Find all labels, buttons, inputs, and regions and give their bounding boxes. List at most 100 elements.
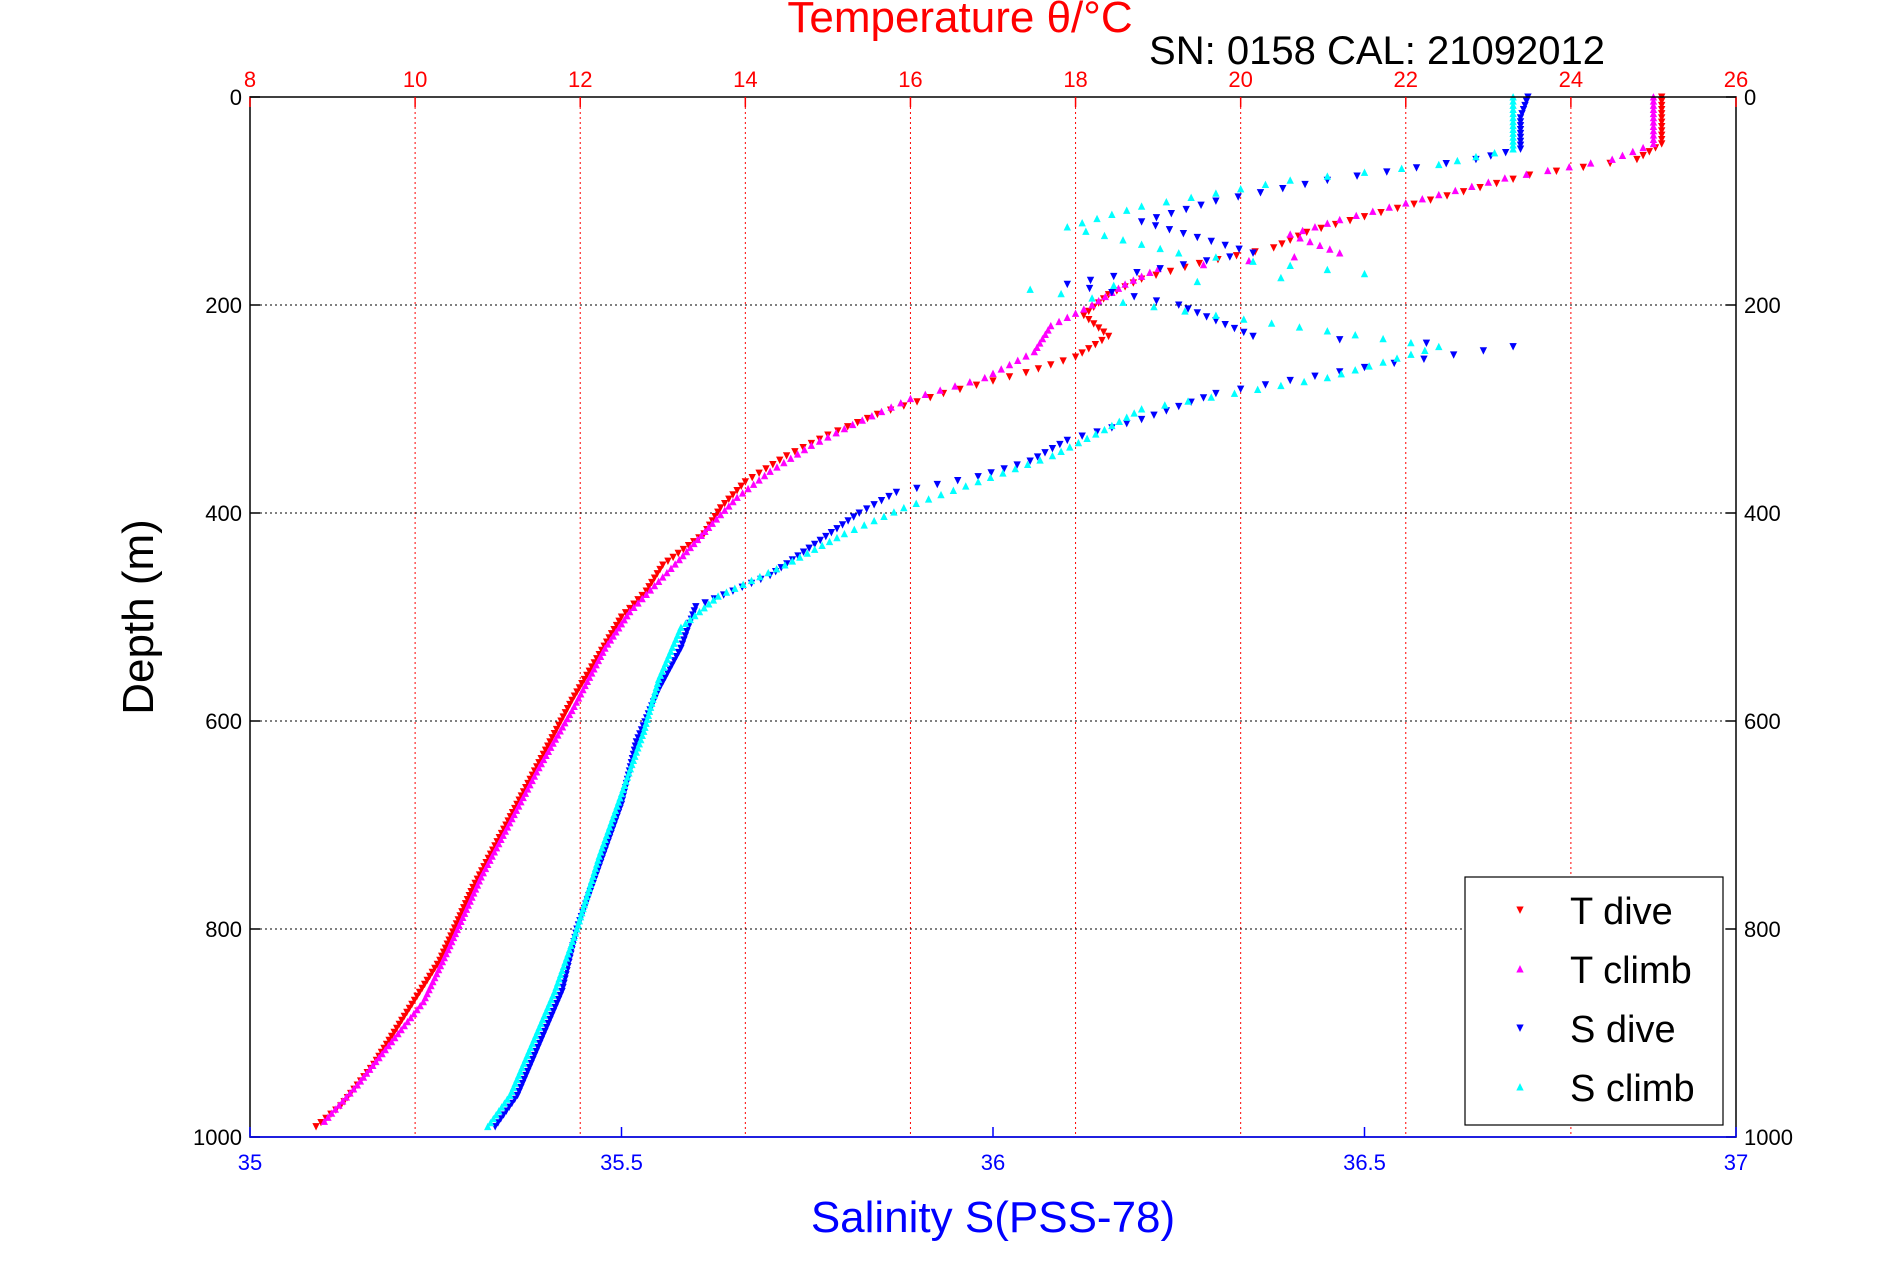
data-point	[981, 373, 989, 382]
data-point	[1162, 197, 1171, 206]
data-point	[544, 742, 552, 750]
chart-subtitle: SN: 0158 CAL: 21092012	[1149, 29, 1605, 73]
data-point	[974, 477, 982, 486]
data-point	[1110, 272, 1118, 281]
data-point	[1193, 309, 1202, 317]
data-point	[1353, 172, 1361, 180]
data-point	[503, 1095, 511, 1103]
legend-marker	[1516, 906, 1524, 914]
data-point	[1658, 114, 1666, 122]
data-point	[1036, 339, 1044, 347]
data-point	[1658, 127, 1666, 135]
data-point	[738, 489, 747, 497]
data-point	[840, 424, 849, 433]
data-point	[555, 721, 563, 730]
data-point	[1091, 341, 1100, 349]
data-point	[679, 545, 688, 554]
data-point	[683, 628, 691, 636]
data-point	[1484, 178, 1493, 186]
data-point	[513, 1091, 522, 1100]
data-point	[645, 583, 653, 591]
data-point	[1516, 126, 1525, 134]
data-point	[1501, 174, 1509, 182]
data-point	[833, 533, 841, 542]
data-point	[615, 617, 623, 626]
tick-label-right: 200	[1744, 293, 1781, 318]
data-point	[617, 613, 626, 621]
data-point	[1212, 311, 1220, 319]
data-point	[1501, 148, 1510, 157]
legend: T dive T climb S dive S climb	[1464, 876, 1724, 1126]
data-point	[565, 710, 574, 719]
data-point	[966, 378, 974, 386]
data-point	[887, 403, 895, 411]
data-point	[338, 1097, 347, 1105]
data-point	[721, 499, 729, 508]
data-point	[1014, 356, 1022, 364]
data-point	[1130, 293, 1138, 301]
data-point	[850, 525, 858, 533]
data-point	[686, 615, 694, 624]
data-point	[524, 1067, 532, 1076]
data-point	[1245, 256, 1253, 265]
data-point	[755, 476, 763, 484]
tick-label-bottom: 36.5	[1343, 1150, 1386, 1175]
data-point	[1066, 443, 1074, 451]
data-point	[986, 473, 995, 481]
data-point	[1022, 369, 1030, 377]
data-point	[693, 535, 702, 544]
data-point	[1005, 373, 1014, 381]
data-point	[1587, 159, 1595, 167]
data-point	[832, 429, 840, 437]
data-point	[1286, 261, 1294, 269]
data-point	[1383, 168, 1391, 176]
data-point	[1108, 210, 1116, 219]
data-point	[539, 755, 548, 764]
data-point	[433, 960, 442, 969]
data-point	[606, 636, 615, 644]
tick-label-top: 10	[403, 67, 427, 92]
data-point	[863, 505, 871, 513]
legend-marker	[1516, 1083, 1524, 1091]
tick-label-left: 1000	[193, 1125, 242, 1150]
data-point	[1346, 217, 1354, 225]
data-point	[1544, 166, 1552, 175]
data-point	[1033, 343, 1041, 351]
data-point	[1230, 324, 1239, 333]
data-point	[1230, 389, 1239, 397]
data-point	[1074, 438, 1083, 447]
data-point	[1100, 425, 1109, 434]
data-point	[1360, 269, 1369, 278]
data-point	[542, 1023, 551, 1032]
data-point	[1286, 230, 1294, 238]
data-point	[612, 628, 620, 636]
data-point	[573, 688, 581, 696]
data-point	[527, 1059, 535, 1068]
data-point	[408, 1000, 416, 1009]
data-point	[1311, 223, 1319, 231]
data-point	[691, 611, 699, 620]
data-point	[1026, 285, 1034, 293]
data-point	[716, 504, 725, 512]
data-point	[1101, 292, 1109, 301]
data-point	[342, 1093, 351, 1101]
data-point	[1212, 253, 1220, 261]
data-point	[989, 369, 997, 377]
data-point	[583, 671, 591, 680]
data-point	[529, 1055, 537, 1064]
data-point	[630, 603, 638, 611]
data-point	[366, 1065, 374, 1073]
data-point	[1195, 259, 1204, 268]
data-point	[1137, 405, 1146, 413]
data-point	[924, 495, 933, 503]
data-point	[987, 469, 995, 477]
data-point	[1221, 320, 1229, 329]
data-point	[335, 1101, 343, 1109]
data-point	[818, 541, 826, 550]
data-point	[1100, 231, 1109, 240]
data-point	[397, 1025, 405, 1034]
data-point	[331, 1105, 339, 1113]
data-point	[532, 1047, 541, 1056]
data-point	[1123, 206, 1131, 214]
data-point	[1298, 226, 1307, 235]
